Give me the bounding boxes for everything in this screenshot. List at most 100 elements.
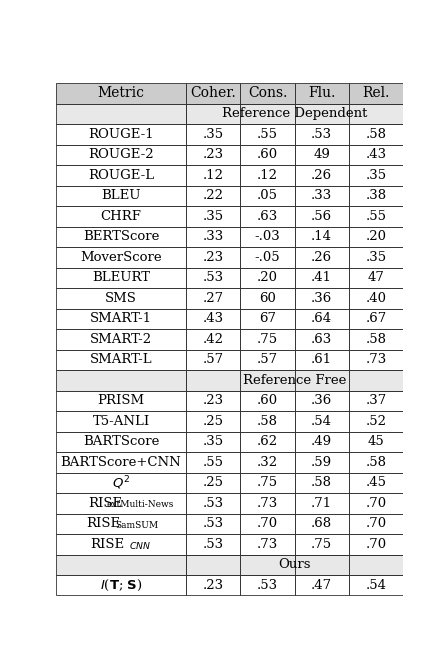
Text: 60: 60 (259, 292, 276, 305)
Text: .54: .54 (366, 579, 387, 592)
Bar (56, 308, 186, 329)
Bar (56, 124, 186, 144)
Text: .58: .58 (311, 476, 332, 489)
Bar (294, 431, 349, 452)
Bar (294, 288, 349, 308)
Bar (241, 513, 294, 534)
Bar (56, 83, 186, 103)
Bar (349, 390, 403, 411)
Bar (294, 247, 349, 267)
Text: SMART-2: SMART-2 (90, 333, 152, 346)
Bar (294, 83, 349, 103)
Bar (186, 575, 241, 595)
Text: BERTScore: BERTScore (83, 230, 159, 243)
Text: .58: .58 (366, 333, 387, 346)
Bar (349, 308, 403, 329)
Text: .67: .67 (365, 312, 387, 325)
Bar (294, 206, 349, 226)
Text: .26: .26 (311, 251, 332, 264)
Text: RISE: RISE (90, 538, 124, 551)
Text: SamSUM: SamSUM (115, 521, 158, 530)
Bar (56, 554, 186, 575)
Bar (186, 554, 241, 575)
Bar (294, 144, 349, 165)
Text: .53: .53 (202, 497, 224, 510)
Bar (241, 370, 294, 390)
Bar (349, 493, 403, 513)
Text: .35: .35 (202, 435, 224, 448)
Text: .49: .49 (311, 435, 332, 448)
Text: $_{CNN}$: $_{CNN}$ (129, 540, 151, 552)
Text: PRISM: PRISM (98, 394, 145, 407)
Bar (56, 472, 186, 493)
Bar (349, 226, 403, 247)
Text: 47: 47 (367, 271, 384, 284)
Bar (349, 370, 403, 390)
Bar (294, 185, 349, 206)
Bar (294, 370, 349, 390)
Bar (56, 103, 186, 124)
Text: RISE: RISE (88, 497, 123, 510)
Bar (186, 185, 241, 206)
Bar (186, 329, 241, 349)
Bar (56, 247, 186, 267)
Bar (241, 206, 294, 226)
Bar (294, 329, 349, 349)
Text: .33: .33 (311, 190, 332, 202)
Bar (294, 411, 349, 431)
Bar (241, 83, 294, 103)
Text: CHRF: CHRF (101, 210, 142, 223)
Text: SMART-1: SMART-1 (90, 312, 152, 325)
Bar (349, 534, 403, 554)
Bar (294, 513, 349, 534)
Text: .55: .55 (366, 210, 387, 223)
Bar (186, 493, 241, 513)
Text: .32: .32 (257, 456, 278, 469)
Text: ROUGE-L: ROUGE-L (88, 169, 154, 182)
Bar (349, 513, 403, 534)
Text: Cons.: Cons. (248, 87, 287, 101)
Bar (186, 83, 241, 103)
Text: .35: .35 (202, 210, 224, 223)
Bar (56, 575, 186, 595)
Bar (241, 329, 294, 349)
Text: .75: .75 (257, 476, 278, 489)
Text: .55: .55 (203, 456, 224, 469)
Bar (56, 288, 186, 308)
Text: .73: .73 (365, 353, 387, 366)
Bar (241, 144, 294, 165)
Bar (241, 247, 294, 267)
Bar (349, 472, 403, 493)
Bar (186, 513, 241, 534)
Text: .35: .35 (202, 128, 224, 141)
Bar (56, 370, 186, 390)
Text: .53: .53 (202, 538, 224, 551)
Text: .23: .23 (202, 251, 224, 264)
Bar (241, 185, 294, 206)
Text: .12: .12 (203, 169, 224, 182)
Text: .23: .23 (202, 394, 224, 407)
Bar (241, 103, 294, 124)
Text: BARTScore+CNN: BARTScore+CNN (61, 456, 181, 469)
Bar (56, 83, 186, 103)
Text: .60: .60 (257, 394, 278, 407)
Bar (294, 103, 349, 124)
Bar (241, 472, 294, 493)
Bar (241, 124, 294, 144)
Bar (294, 493, 349, 513)
Bar (186, 103, 241, 124)
Text: .59: .59 (311, 456, 332, 469)
Bar (56, 411, 186, 431)
Bar (186, 411, 241, 431)
Bar (294, 554, 349, 575)
Bar (56, 226, 186, 247)
Text: .35: .35 (366, 251, 387, 264)
Text: .26: .26 (311, 169, 332, 182)
Bar (186, 206, 241, 226)
Bar (294, 534, 349, 554)
Text: .63: .63 (257, 210, 278, 223)
Bar (186, 165, 241, 185)
Bar (241, 493, 294, 513)
Bar (186, 226, 241, 247)
Text: .62: .62 (257, 435, 278, 448)
